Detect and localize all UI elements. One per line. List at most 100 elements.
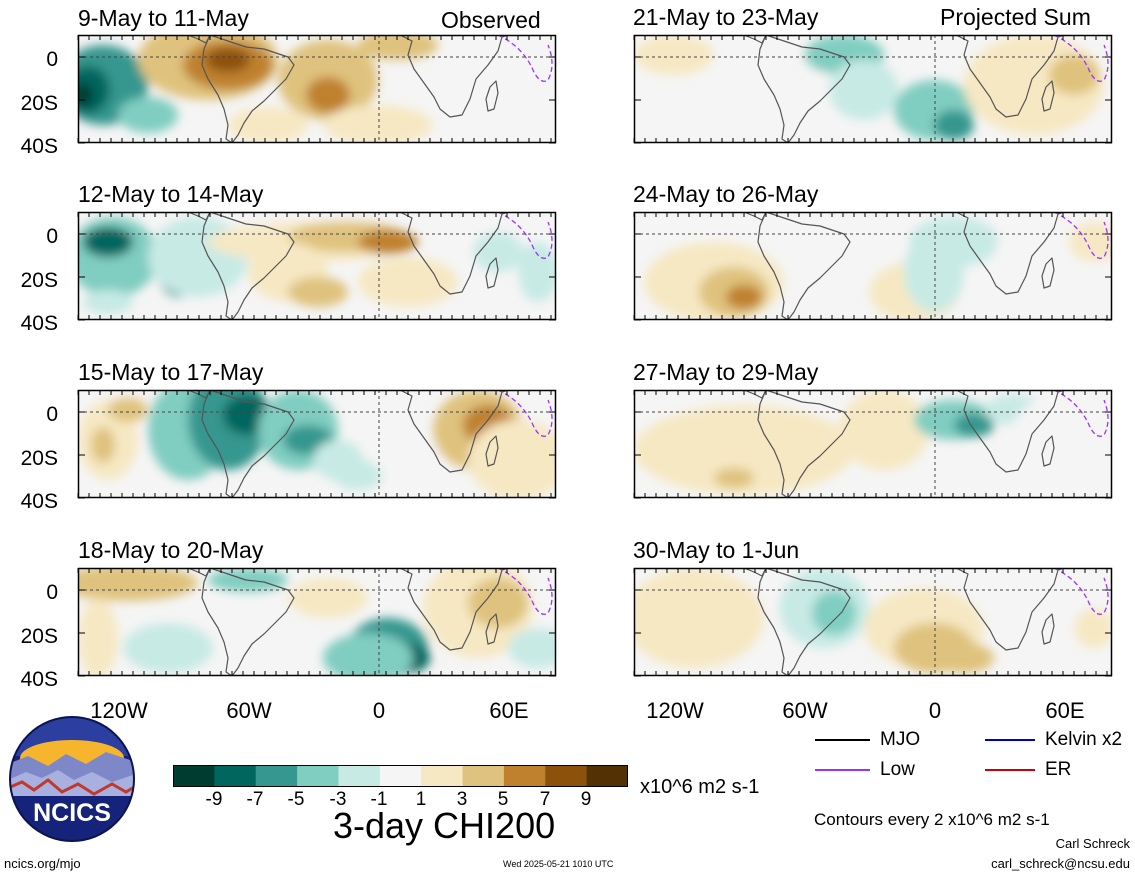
panel-title-left-4: 18-May to 20-May	[78, 537, 264, 563]
anomaly-region	[78, 568, 198, 601]
anomaly-region	[228, 107, 308, 143]
madagascar-outline	[1041, 613, 1055, 645]
south-america-outline	[201, 35, 295, 143]
anomaly-region	[1009, 395, 1112, 485]
colorbar-swatch	[462, 765, 505, 787]
anomaly-region	[726, 285, 762, 309]
anomaly-region	[1049, 55, 1099, 95]
anomaly-region	[108, 398, 148, 422]
map-panel-projected-2	[633, 211, 1113, 321]
low-contour	[1053, 212, 1109, 259]
legend-line-low	[815, 769, 870, 771]
africa-outline	[955, 212, 1065, 295]
colorbar-swatch	[297, 765, 339, 787]
low-contour	[497, 35, 553, 82]
legend-line-kelvin	[985, 739, 1035, 741]
low-contour	[1053, 568, 1109, 615]
lon-label-60e: 60E	[1045, 698, 1085, 723]
central-america-outline	[187, 390, 211, 399]
legend-line-er	[985, 769, 1035, 771]
south-america-outline	[757, 390, 851, 498]
lat-label-0: 0	[46, 581, 58, 604]
south-america-outline	[757, 568, 851, 676]
website-link[interactable]: ncics.org/mjo	[4, 856, 81, 871]
panel-title-right-2: 24-May to 26-May	[633, 181, 819, 207]
colorbar-swatch	[503, 765, 546, 787]
lat-label-0: 0	[46, 403, 58, 426]
central-america-outline	[743, 212, 767, 221]
central-america-outline	[743, 390, 767, 399]
anomaly-region	[812, 591, 856, 635]
panel-title-right-3: 27-May to 29-May	[633, 359, 819, 385]
africa-outline	[955, 390, 1065, 473]
map-panel-projected-3	[633, 389, 1113, 499]
africa-outline	[399, 212, 509, 295]
map-frame	[77, 567, 557, 677]
ncics-logo: NCICS	[9, 716, 135, 842]
low-contour	[1053, 35, 1109, 82]
legend-label-low: Low	[880, 759, 915, 780]
contours-note: Contours every 2 x10^6 m2 s-1	[814, 810, 1050, 829]
lat-label-20s: 20S	[20, 625, 58, 648]
colorbar-swatch	[586, 765, 628, 787]
legend-label-mjo: MJO	[880, 729, 921, 750]
colorbar-label: 7	[539, 789, 551, 810]
low-contour	[497, 212, 553, 259]
madagascar-outline	[1041, 80, 1055, 112]
anomaly-region	[954, 413, 994, 437]
central-america-outline	[187, 35, 211, 44]
lon-label-120w: 120W	[90, 698, 148, 723]
madagascar-outline	[485, 257, 499, 289]
colorbar-swatch	[379, 765, 422, 787]
anomaly-region	[448, 55, 508, 115]
map-frame	[633, 211, 1113, 321]
map-frame	[633, 34, 1113, 144]
email-link[interactable]: carl_schreck@ncsu.edu	[991, 856, 1130, 871]
map-panel-observed-4	[77, 567, 557, 677]
south-america-outline	[757, 212, 851, 320]
main-title: 3-day CHI200	[333, 805, 556, 846]
anomaly-region	[83, 290, 133, 314]
map-frame	[633, 567, 1113, 677]
lat-label-20s: 20S	[20, 447, 58, 470]
colorbar-label: -7	[246, 789, 264, 810]
madagascar-outline	[485, 613, 499, 645]
map-panel-observed-1	[77, 34, 557, 144]
anomaly-region	[468, 578, 528, 628]
map-panel-observed-2	[77, 211, 557, 321]
colorbar	[173, 765, 628, 787]
anomaly-region	[934, 450, 994, 490]
lat-label-0: 0	[46, 225, 58, 248]
colorbar-swatch	[421, 765, 464, 787]
anomaly-region	[518, 242, 556, 302]
anomaly-region	[634, 568, 764, 668]
legend-line-mjo	[815, 739, 870, 741]
madagascar-outline	[485, 435, 499, 467]
anomaly-region	[78, 598, 118, 676]
timestamp: Wed 2025-05-21 1010 UTC	[503, 859, 614, 869]
lon-label-60w: 60W	[782, 698, 828, 723]
lon-label-0: 0	[928, 698, 942, 723]
colorbar-label: 3	[456, 789, 468, 810]
column-title-projected: Projected Sum	[940, 4, 1091, 30]
panel-title-right-1: 21-May to 23-May	[633, 4, 819, 30]
map-frame	[77, 211, 557, 321]
author: Carl Schreck	[1055, 836, 1130, 851]
colorbar-swatch	[173, 765, 215, 787]
map-frame	[77, 34, 557, 144]
africa-outline	[955, 568, 1065, 651]
south-america-outline	[201, 212, 295, 320]
anomaly-region	[1074, 608, 1112, 648]
colorbar-label: -1	[370, 789, 388, 810]
central-america-outline	[187, 568, 211, 577]
africa-outline	[955, 35, 1065, 118]
anomaly-region	[934, 643, 994, 673]
colorbar-swatch	[214, 765, 257, 787]
anomaly-region	[323, 633, 413, 676]
south-america-outline	[201, 390, 295, 498]
colorbar-swatch	[255, 765, 298, 787]
anomaly-region	[83, 227, 133, 257]
panel-title-right-4: 30-May to 1-Jun	[633, 537, 800, 563]
anomaly-region	[323, 105, 433, 143]
anomaly-region	[288, 277, 348, 307]
